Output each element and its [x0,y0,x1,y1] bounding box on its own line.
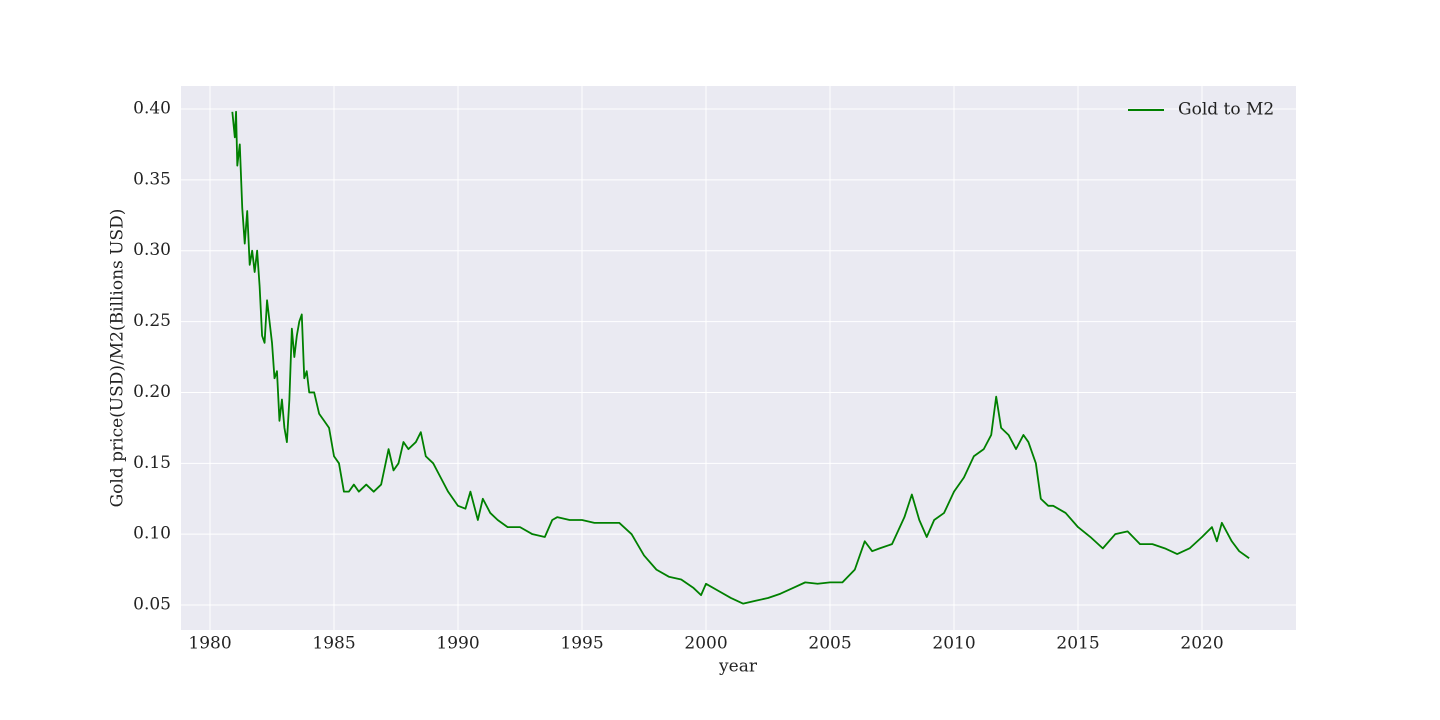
y-tick-label: 0.30 [133,240,171,260]
x-tick-label: 2010 [932,634,975,654]
x-tick-label: 1985 [312,634,355,654]
x-tick-label: 2005 [808,634,851,654]
x-axis-label: year [718,657,758,677]
x-tick-label: 2020 [1180,634,1223,654]
x-tick-label: 1995 [560,634,603,654]
y-tick-label: 0.10 [133,524,171,544]
legend-label: Gold to M2 [1178,100,1274,120]
plot-area [181,86,1296,630]
y-tick-label: 0.05 [133,595,171,615]
x-tick-label: 2015 [1056,634,1099,654]
y-tick-label: 0.15 [133,453,171,473]
y-tick-label: 0.40 [133,98,171,118]
y-tick-label: 0.20 [133,382,171,402]
y-tick-label: 0.35 [133,169,171,189]
data-line [231,110,1250,605]
x-tick-label: 2000 [684,634,727,654]
y-axis-label: Gold price(USD)/M2(Billions USD) [108,209,128,508]
x-tick-label: 1990 [436,634,479,654]
y-tick-label: 0.25 [133,311,171,331]
x-tick-label: 1980 [188,634,231,654]
